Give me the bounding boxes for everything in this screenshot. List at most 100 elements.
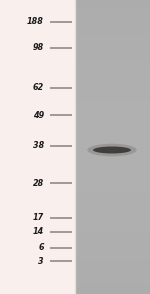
- Bar: [75, 146, 150, 147]
- Bar: [75, 288, 150, 289]
- Bar: [75, 94, 150, 95]
- Bar: [75, 151, 150, 152]
- Bar: [75, 199, 150, 200]
- Bar: [75, 71, 150, 73]
- Bar: [75, 209, 150, 210]
- Bar: [75, 193, 150, 194]
- Bar: [75, 126, 150, 127]
- Bar: [75, 185, 150, 186]
- Bar: [75, 159, 150, 160]
- Bar: [75, 2, 150, 3]
- Bar: [75, 49, 150, 50]
- Bar: [75, 210, 150, 211]
- Bar: [75, 8, 150, 9]
- Bar: [75, 114, 150, 115]
- Bar: [75, 286, 150, 287]
- Bar: [75, 274, 150, 275]
- Bar: [75, 283, 150, 284]
- Bar: [75, 53, 150, 54]
- Bar: [75, 117, 150, 118]
- Bar: [75, 1, 150, 2]
- Bar: [75, 194, 150, 195]
- Bar: [75, 23, 150, 24]
- Bar: [75, 5, 150, 6]
- Bar: [75, 96, 150, 97]
- Bar: [75, 106, 150, 107]
- Bar: [75, 198, 150, 199]
- Bar: [75, 241, 150, 242]
- Bar: [75, 58, 150, 59]
- Bar: [75, 148, 150, 149]
- Bar: [75, 277, 150, 278]
- Bar: [75, 230, 150, 231]
- Bar: [75, 179, 150, 180]
- Bar: [75, 43, 150, 44]
- Bar: [75, 55, 150, 56]
- Bar: [75, 31, 150, 32]
- Bar: [75, 213, 150, 214]
- Bar: [75, 235, 150, 236]
- Bar: [75, 201, 150, 202]
- Bar: [75, 144, 150, 145]
- Bar: [75, 13, 150, 14]
- Bar: [75, 203, 150, 204]
- Bar: [75, 32, 150, 33]
- Bar: [75, 76, 150, 77]
- Bar: [75, 177, 150, 178]
- Bar: [75, 254, 150, 255]
- Bar: [75, 18, 150, 19]
- Bar: [75, 111, 150, 112]
- Bar: [75, 36, 150, 37]
- Bar: [75, 139, 150, 140]
- Text: 98: 98: [33, 44, 44, 53]
- Bar: [75, 39, 150, 40]
- Bar: [75, 143, 150, 144]
- Bar: [75, 0, 150, 1]
- Bar: [75, 4, 150, 5]
- Bar: [75, 287, 150, 288]
- Bar: [75, 64, 150, 65]
- Bar: [75, 37, 150, 38]
- Bar: [75, 212, 150, 213]
- Bar: [75, 220, 150, 221]
- Bar: [75, 221, 150, 223]
- Bar: [75, 273, 150, 274]
- Bar: [75, 15, 150, 16]
- Bar: [75, 249, 150, 250]
- Bar: [75, 98, 150, 99]
- Bar: [75, 270, 150, 271]
- Bar: [75, 20, 150, 21]
- Bar: [75, 227, 150, 228]
- Bar: [75, 215, 150, 216]
- Bar: [75, 44, 150, 45]
- Bar: [75, 197, 150, 198]
- Bar: [75, 170, 150, 171]
- Bar: [75, 74, 150, 76]
- Bar: [75, 253, 150, 254]
- Bar: [75, 89, 150, 90]
- Bar: [75, 51, 150, 52]
- Bar: [75, 251, 150, 252]
- Bar: [75, 6, 150, 7]
- Bar: [75, 92, 150, 93]
- Bar: [75, 184, 150, 185]
- Bar: [75, 101, 150, 102]
- Bar: [75, 80, 150, 81]
- Text: 38: 38: [33, 141, 44, 151]
- Bar: [75, 100, 150, 101]
- Bar: [75, 45, 150, 46]
- Bar: [75, 206, 150, 207]
- Bar: [75, 95, 150, 96]
- Bar: [75, 91, 150, 92]
- Bar: [75, 263, 150, 264]
- Bar: [75, 78, 150, 79]
- Bar: [75, 290, 150, 291]
- Bar: [75, 17, 150, 18]
- Bar: [75, 129, 150, 130]
- Bar: [75, 85, 150, 86]
- Bar: [75, 42, 150, 43]
- Bar: [75, 41, 150, 42]
- Text: 28: 28: [33, 178, 44, 188]
- Bar: [75, 168, 150, 170]
- Bar: [75, 196, 150, 197]
